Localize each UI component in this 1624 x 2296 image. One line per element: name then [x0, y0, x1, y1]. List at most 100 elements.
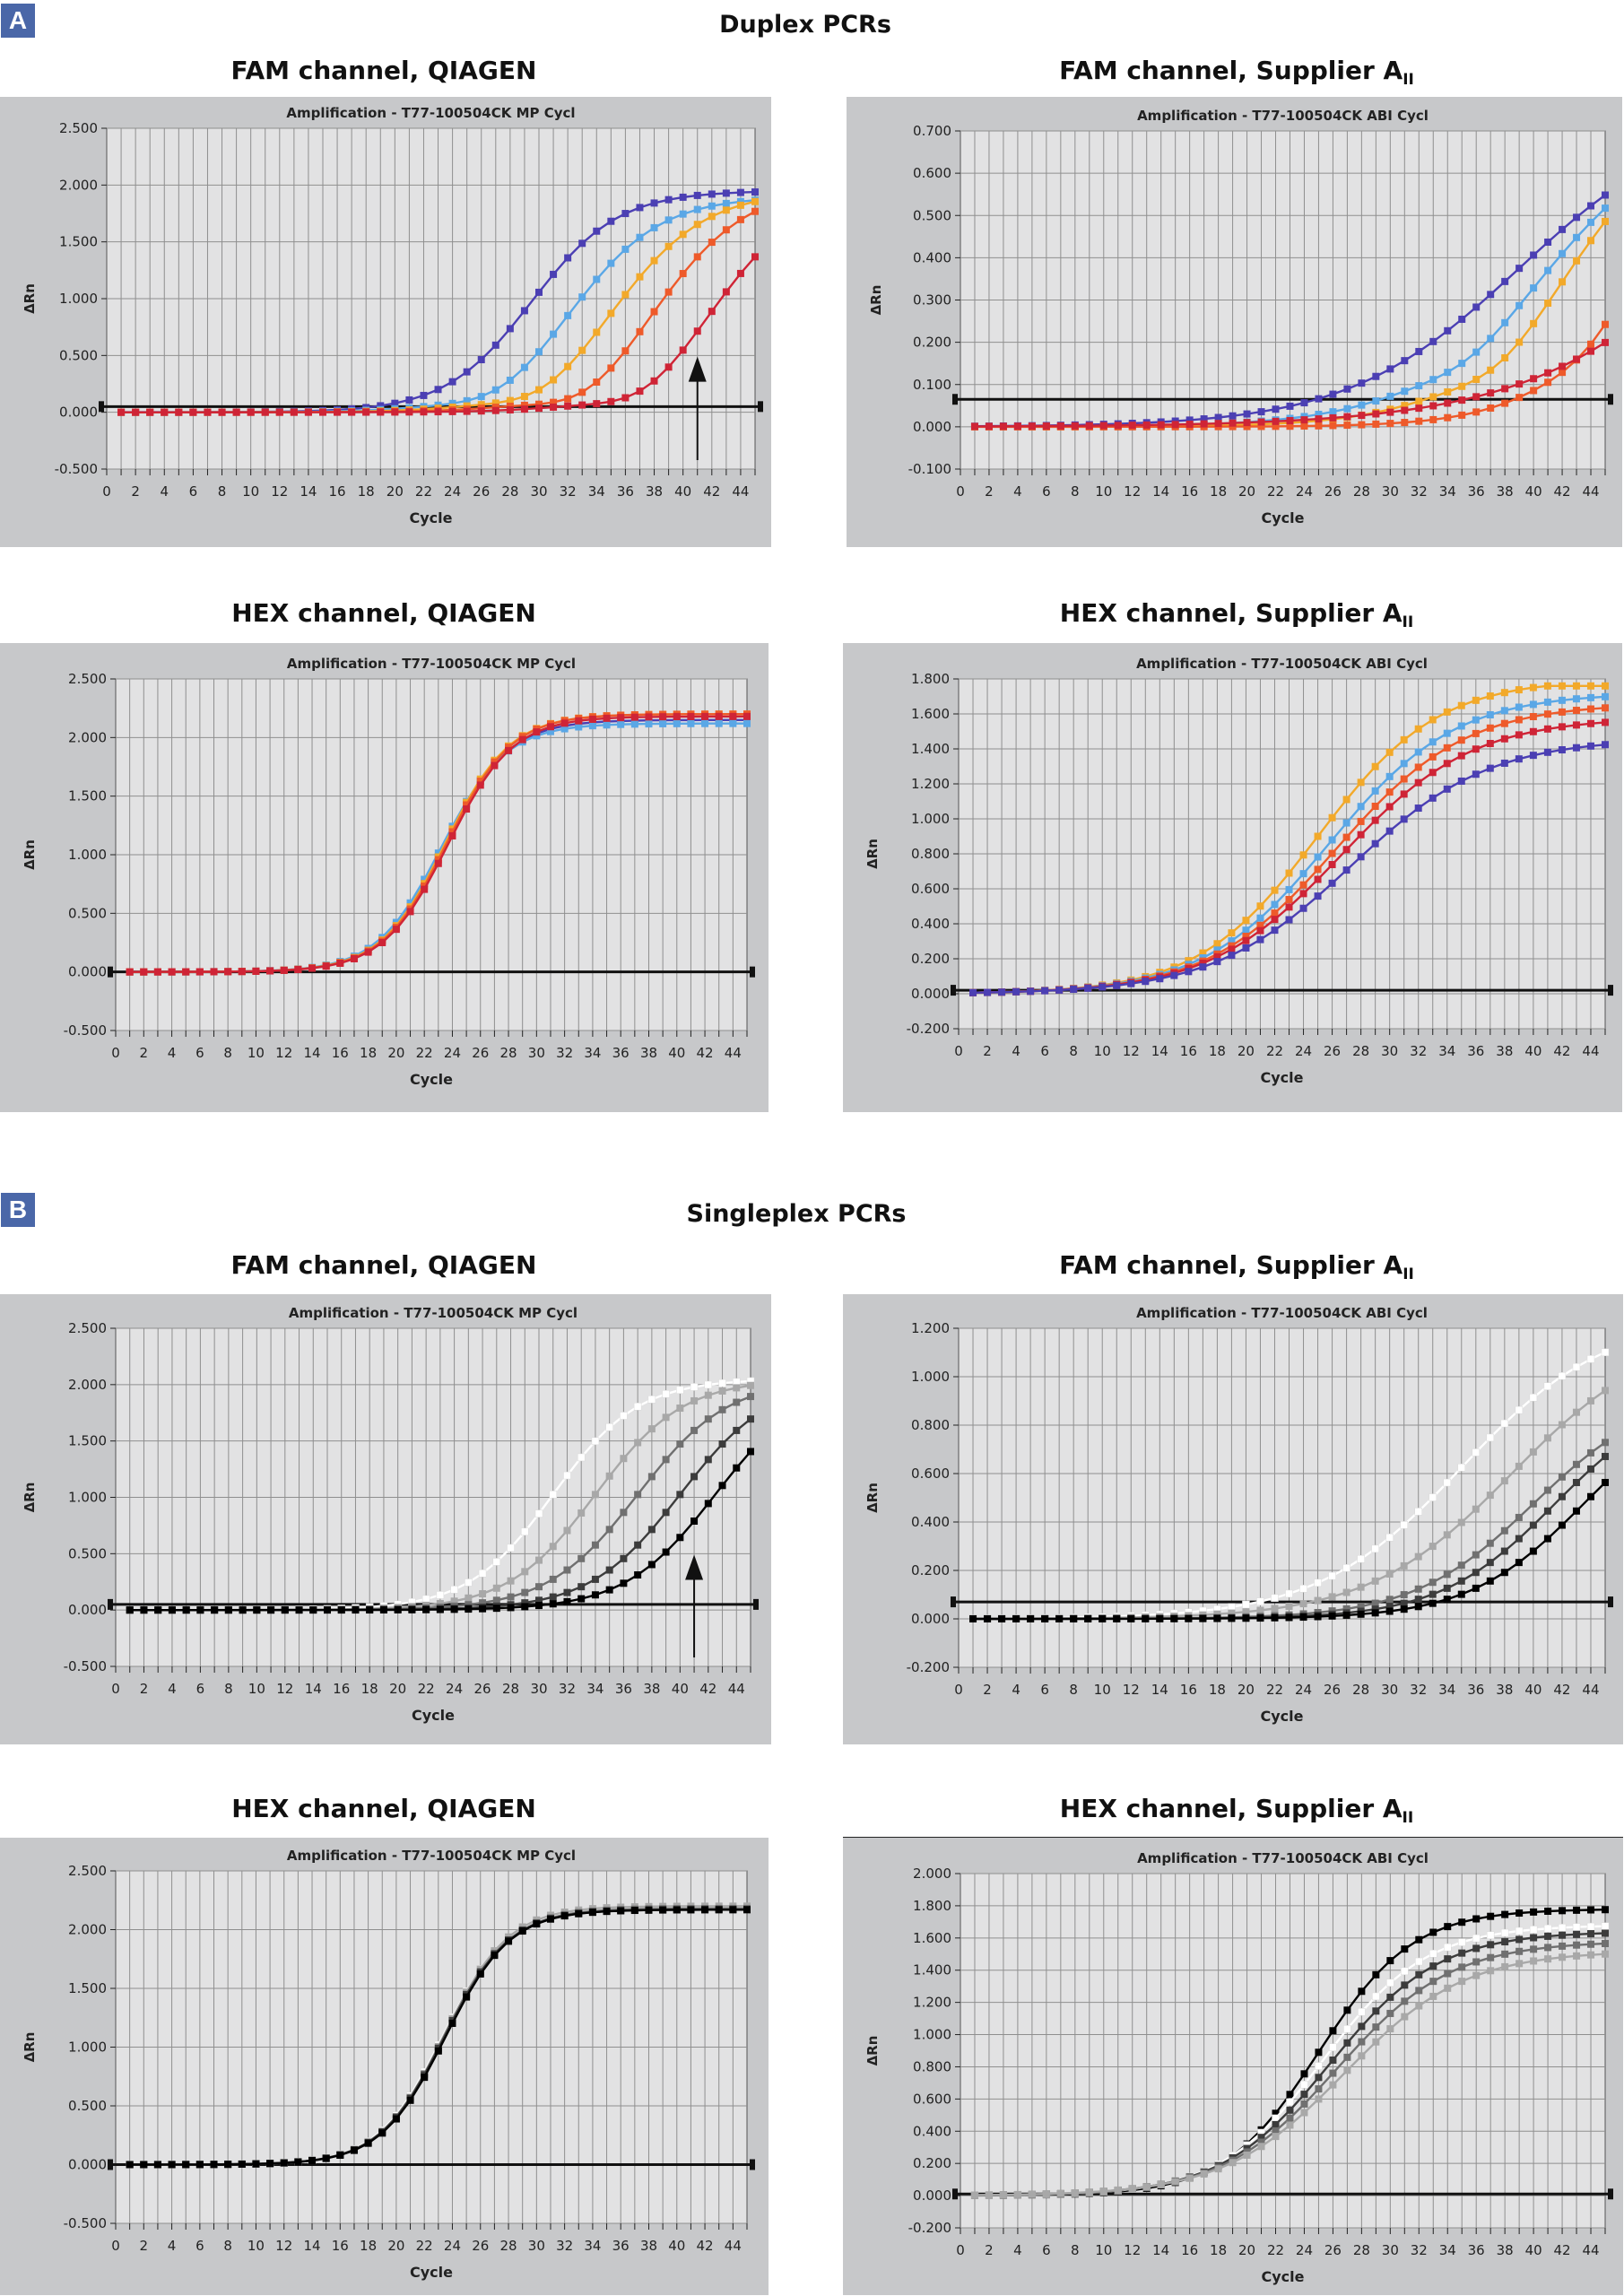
data-point — [1328, 836, 1336, 844]
data-point — [479, 1605, 487, 1613]
data-point — [1544, 1907, 1552, 1915]
data-point — [607, 397, 615, 405]
data-point — [546, 723, 554, 731]
data-point — [1300, 2100, 1308, 2108]
data-point — [491, 1952, 499, 1960]
data-point — [659, 1906, 667, 1914]
y-tick-label: -0.500 — [64, 2215, 107, 2231]
data-point — [391, 399, 399, 407]
data-point — [1415, 404, 1423, 413]
data-point — [1515, 265, 1524, 273]
section-title-duplex: Duplex PCRs — [719, 11, 891, 39]
data-point — [1444, 1923, 1452, 1931]
data-point — [1472, 1505, 1480, 1513]
x-tick-label: 36 — [612, 2238, 630, 2254]
x-tick-label: 16 — [1180, 1682, 1197, 1698]
x-tick-label: 16 — [332, 1045, 349, 1061]
data-point — [617, 1907, 625, 1915]
data-point — [1414, 1603, 1422, 1611]
data-point — [1457, 1577, 1465, 1585]
data-point — [708, 308, 716, 316]
data-point — [1256, 935, 1264, 944]
data-point — [560, 1912, 569, 1920]
data-point — [322, 2154, 330, 2162]
data-point — [1558, 682, 1566, 690]
chart-panel-b-fam-qiagen: Amplification - T77-100504CK MP Cycl -0.5… — [0, 1294, 771, 1744]
data-point — [1342, 1611, 1350, 1619]
data-point — [1214, 413, 1222, 422]
data-point — [1472, 1448, 1481, 1457]
data-point — [1372, 2023, 1380, 2031]
x-tick-label: 30 — [1381, 1043, 1398, 1059]
data-point — [1171, 421, 1179, 429]
x-tick-label: 36 — [1467, 1043, 1484, 1059]
data-point — [751, 253, 759, 261]
data-point — [126, 968, 134, 976]
data-point — [1357, 803, 1365, 811]
x-tick-label: 10 — [248, 1681, 265, 1697]
data-point — [1558, 746, 1566, 754]
x-tick-label: 2 — [985, 2242, 994, 2258]
data-point — [153, 2161, 161, 2169]
y-tick-label: 1.200 — [913, 1995, 951, 2011]
y-tick-label: 0.000 — [911, 1611, 950, 1627]
data-point — [1070, 1614, 1078, 1622]
x-tick-label: 6 — [1042, 2242, 1051, 2258]
arrow-head-icon — [685, 1554, 704, 1580]
data-point — [1329, 422, 1337, 430]
data-point — [1358, 401, 1366, 409]
data-point — [535, 1602, 543, 1610]
data-point — [520, 393, 528, 401]
y-tick-label: 0.400 — [913, 2123, 951, 2139]
data-point — [1544, 299, 1552, 307]
data-point — [645, 1906, 653, 1914]
data-point — [1457, 752, 1465, 760]
data-point — [1530, 284, 1538, 292]
data-point — [1401, 406, 1409, 414]
data-point — [253, 1606, 261, 1614]
data-point — [560, 725, 569, 733]
data-point — [1385, 1596, 1394, 1604]
data-point — [1055, 1614, 1064, 1622]
data-point — [1415, 1987, 1423, 1995]
data-point — [506, 376, 514, 384]
data-point — [1515, 1935, 1524, 1944]
data-point — [1414, 763, 1422, 771]
y-tick-label: 0.600 — [913, 165, 951, 181]
x-tick-label: 36 — [1467, 1682, 1484, 1698]
data-point — [984, 1614, 992, 1622]
data-point — [1401, 357, 1409, 365]
y-tick-label: 1.200 — [911, 776, 950, 792]
data-point — [1127, 979, 1135, 987]
y-tick-label: 0.500 — [59, 347, 98, 363]
data-point — [1586, 1448, 1594, 1457]
x-tick-label: 34 — [584, 1045, 601, 1061]
y-tick-label: -0.200 — [907, 1659, 950, 1675]
data-point — [1487, 389, 1495, 397]
data-point — [238, 968, 246, 976]
data-point — [1358, 2038, 1366, 2046]
data-point — [1200, 420, 1208, 428]
data-point — [985, 2191, 993, 2199]
x-tick-label: 24 — [444, 2238, 461, 2254]
x-tick-label: 18 — [1210, 483, 1227, 500]
x-tick-label: 28 — [1352, 1043, 1369, 1059]
data-point — [1415, 382, 1423, 390]
data-point — [322, 962, 330, 970]
data-point — [126, 2161, 134, 2169]
data-point — [1243, 410, 1251, 418]
data-point — [479, 1590, 487, 1598]
data-point — [1559, 1942, 1567, 1950]
x-tick-label: 24 — [1296, 483, 1313, 500]
data-point — [1343, 2025, 1351, 2033]
data-point — [1199, 959, 1207, 967]
data-point — [1487, 1941, 1495, 1949]
data-point — [679, 270, 687, 278]
data-point — [1457, 1938, 1466, 1946]
data-point — [505, 1937, 513, 1945]
x-tick-label: 0 — [954, 1043, 963, 1059]
data-point — [1543, 682, 1551, 690]
data-point — [1472, 1569, 1480, 1577]
data-point — [1357, 1554, 1365, 1563]
data-point — [575, 723, 583, 731]
